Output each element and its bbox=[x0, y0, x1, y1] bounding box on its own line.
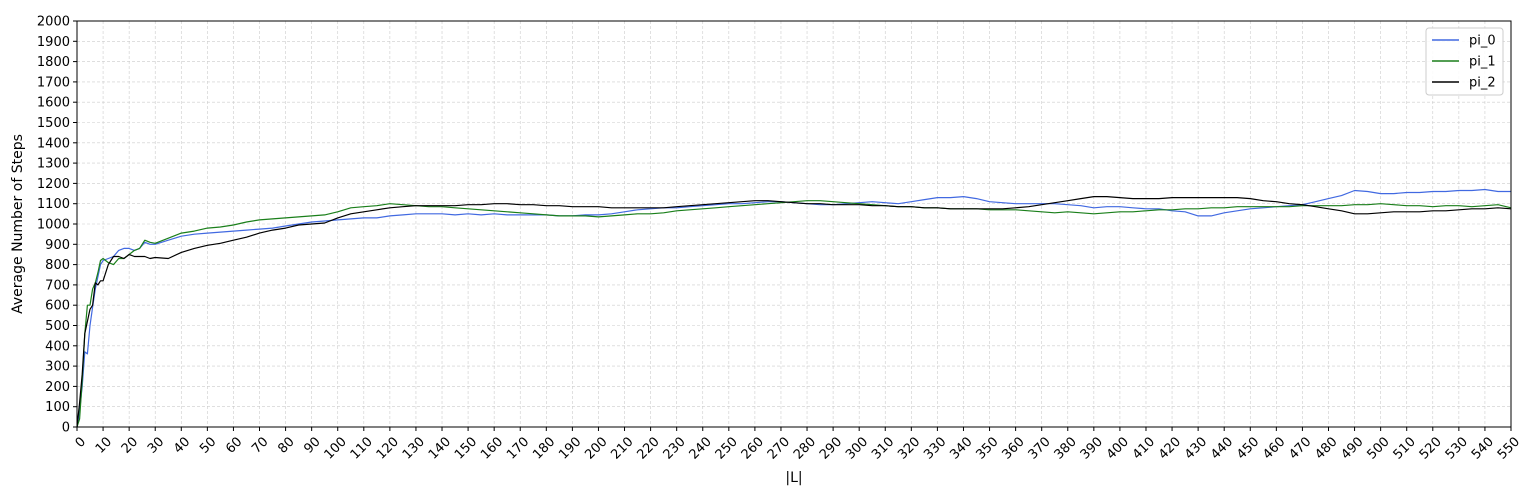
y-axis-label: Average Number of Steps bbox=[10, 134, 26, 314]
y-tick-label: 100 bbox=[45, 400, 70, 415]
x-axis-label: |L| bbox=[785, 470, 802, 486]
y-axis-ticks: 0 100 200 300 400 500 600 700 800 900 1000 1100 1200… bbox=[37, 15, 77, 436]
y-tick-label: 1100 bbox=[37, 197, 70, 212]
series-line-pi-1 bbox=[76, 200, 1512, 428]
y-tick-label: 0 bbox=[62, 421, 70, 436]
y-tick-label: 1500 bbox=[37, 116, 70, 131]
y-tick-label: 1900 bbox=[37, 35, 70, 50]
y-tick-label: 800 bbox=[45, 258, 70, 273]
y-tick-label: 2000 bbox=[37, 15, 70, 30]
y-tick-label: 1700 bbox=[37, 75, 70, 90]
y-tick-label: 1600 bbox=[37, 96, 70, 111]
legend-label: pi_0 bbox=[1469, 34, 1496, 49]
y-tick-label: 1000 bbox=[37, 218, 70, 233]
y-tick-label: 500 bbox=[45, 319, 70, 334]
legend-box bbox=[1425, 27, 1504, 96]
series-line-pi-0 bbox=[76, 188, 1511, 428]
legend: pi_0 pi_1 pi_2 bbox=[1425, 27, 1504, 96]
y-tick-label: 1200 bbox=[37, 177, 70, 192]
series-lines bbox=[76, 188, 1512, 428]
y-tick-label: 1800 bbox=[37, 55, 70, 70]
y-tick-label: 300 bbox=[45, 360, 70, 375]
y-tick-label: 900 bbox=[45, 238, 70, 253]
y-tick-label: 400 bbox=[45, 339, 70, 354]
series-line-pi-2 bbox=[76, 196, 1512, 428]
y-tick-label: 700 bbox=[45, 278, 70, 293]
y-tick-label: 1300 bbox=[37, 157, 70, 172]
y-tick-label: 1400 bbox=[37, 136, 70, 151]
y-tick-label: 200 bbox=[45, 380, 70, 395]
legend-label: pi_1 bbox=[1469, 55, 1496, 70]
y-tick-label: 600 bbox=[45, 299, 70, 314]
legend-label: pi_2 bbox=[1469, 76, 1496, 91]
